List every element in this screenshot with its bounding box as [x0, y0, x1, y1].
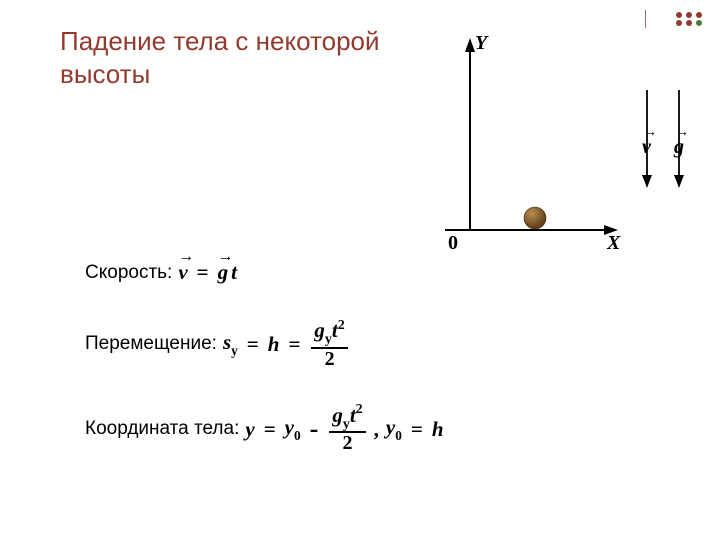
page-title: Падение тела с некоторой высоты [60, 25, 380, 90]
formula-speed: Скорость: v = gt [85, 260, 444, 285]
decor-separator [645, 10, 646, 28]
axes-figure: Y X 0 → v → g [415, 30, 695, 260]
speed-v: v [178, 260, 187, 285]
coord-sub0b: 0 [395, 428, 402, 443]
speed-eq: = [194, 260, 212, 285]
disp-num-suby: y [325, 332, 332, 347]
coord-sub0a: 0 [294, 428, 301, 443]
vec-v-label: v [642, 136, 651, 159]
disp-den: 2 [322, 349, 338, 370]
decor-dot [686, 20, 692, 26]
disp-fraction: gyt2 2 [311, 319, 347, 370]
formula-coordinate: Координата тела: y = y0 - gyt2 2 , y0 = … [85, 404, 444, 455]
disp-s: s [223, 330, 231, 354]
coord-y0b: y [386, 415, 395, 439]
coord-eq2: = [408, 417, 426, 442]
coord-y0: y [285, 415, 294, 439]
disp-h: h [268, 332, 280, 357]
decor-dot [696, 12, 702, 18]
disp-num-g: g [314, 318, 325, 342]
speed-g: g [218, 260, 229, 285]
disp-num-sup2: 2 [338, 318, 345, 333]
decor-dot [696, 20, 702, 26]
axis-x-label: X [607, 232, 620, 255]
coord-h: h [432, 417, 444, 442]
coord-num-sup2: 2 [356, 402, 363, 417]
vec-g-label: g [674, 136, 684, 159]
coord-y: y [245, 417, 254, 442]
disp-sub-y: y [231, 343, 238, 358]
coord-num-t: t [350, 403, 356, 427]
coord-eq1: = [261, 417, 279, 442]
decor-dot [676, 12, 682, 18]
origin-label: 0 [448, 232, 458, 255]
speed-label: Скорость: [85, 262, 172, 284]
coord-den: 2 [340, 433, 356, 454]
formulas-block: Скорость: v = gt Перемещение: sy = h = g… [85, 260, 444, 454]
coord-comma: , [374, 417, 380, 442]
disp-num-t: t [332, 318, 338, 342]
axis-y-label: Y [475, 32, 487, 55]
coord-num-suby: y [343, 417, 350, 432]
decor-dot [686, 12, 692, 18]
decor-dot [676, 20, 682, 26]
coord-minus: - [307, 414, 322, 444]
disp-label: Перемещение: [85, 333, 217, 355]
disp-eq1: = [244, 332, 262, 357]
coord-label: Координата тела: [85, 418, 239, 440]
disp-eq2: = [285, 332, 303, 357]
formula-displacement: Перемещение: sy = h = gyt2 2 [85, 319, 444, 370]
coord-num-g: g [332, 403, 343, 427]
coord-fraction: gyt2 2 [329, 404, 365, 455]
decor-dots [676, 12, 702, 26]
